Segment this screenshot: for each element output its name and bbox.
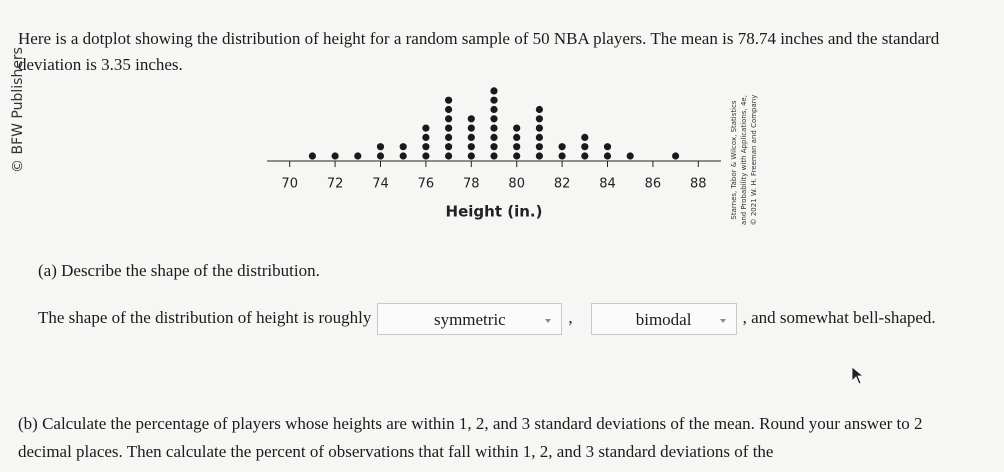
dot <box>513 133 521 141</box>
dot <box>445 133 453 141</box>
dot <box>445 96 453 104</box>
dot <box>399 152 407 160</box>
dot <box>354 152 362 160</box>
dot <box>467 124 475 132</box>
x-tick-label: 84 <box>599 177 616 192</box>
dot <box>513 152 521 160</box>
dropdown-value: bimodal <box>635 310 692 330</box>
dropdown[interactable]: symmetric <box>377 303 563 336</box>
part-a-sentence: The shape of the distribution of height … <box>38 299 973 336</box>
dot <box>513 143 521 151</box>
dot <box>535 124 544 132</box>
dot <box>581 152 589 160</box>
x-axis-label: Height (in.) <box>446 203 543 221</box>
dot <box>535 133 544 141</box>
separator: , <box>568 308 573 327</box>
sentence-start: The shape of the distribution of height … <box>38 308 372 327</box>
part-b-prompt: (b) Calculate the percentage of players … <box>18 414 923 461</box>
sentence-end: , and somewhat bell-shaped. <box>742 308 936 327</box>
dot <box>308 152 316 160</box>
dot <box>490 105 498 114</box>
dot <box>331 152 339 160</box>
credit-line: © 2021 W. H. Freeman and Company <box>750 95 758 226</box>
dot <box>422 133 430 141</box>
dot <box>467 152 475 160</box>
dot <box>535 152 544 160</box>
credit-line: Starnes, Tabor & Wilcox, Statistics <box>730 100 738 220</box>
dot <box>422 152 430 160</box>
dot <box>535 143 544 151</box>
dot <box>581 133 589 141</box>
credit-left: © BFW Publishers <box>10 47 26 173</box>
credit-right: Starnes, Tabor & Wilcox, Statistics and … <box>730 95 758 226</box>
dot <box>376 143 385 151</box>
dot <box>603 143 612 151</box>
dot <box>467 115 475 123</box>
x-tick-label: 80 <box>508 177 525 192</box>
x-tick-label: 70 <box>281 177 298 192</box>
dot <box>490 115 498 123</box>
dot <box>513 124 521 132</box>
dot <box>626 152 634 160</box>
dot <box>490 87 498 95</box>
dot <box>467 133 475 141</box>
x-tick-label: 88 <box>690 177 707 192</box>
dot <box>558 152 566 160</box>
dropdown[interactable]: bimodal <box>590 303 737 336</box>
dot <box>445 105 453 114</box>
x-tick-label: 74 <box>372 177 389 192</box>
x-tick-label: 82 <box>554 177 571 192</box>
dot <box>535 105 544 114</box>
dot <box>535 115 544 123</box>
dot <box>422 143 430 151</box>
dot <box>603 152 612 160</box>
part-a-prompt: (a) Describe the shape of the distributi… <box>38 261 320 280</box>
dot <box>399 143 407 151</box>
dot <box>422 124 430 132</box>
dot <box>490 124 498 132</box>
dot <box>445 115 453 123</box>
dropdown-value: symmetric <box>433 310 506 330</box>
dot <box>490 152 498 160</box>
dot <box>490 133 498 141</box>
dot <box>376 152 385 160</box>
mouse-cursor <box>851 366 865 385</box>
dot <box>558 143 566 151</box>
dot <box>467 143 475 151</box>
x-tick-label: 76 <box>418 177 435 192</box>
x-tick-label: 86 <box>645 177 662 192</box>
dot <box>490 96 498 104</box>
x-tick-label: 78 <box>463 177 480 192</box>
dot <box>490 143 498 151</box>
dot <box>581 143 589 151</box>
x-tick-label: 72 <box>327 177 344 192</box>
credit-line: and Probability with Applications, 4e, <box>740 95 748 225</box>
intro-text: Here is a dotplot showing the distributi… <box>18 29 940 74</box>
dot <box>672 152 680 160</box>
dot <box>445 143 453 151</box>
dot <box>445 124 453 132</box>
dot <box>445 152 453 160</box>
